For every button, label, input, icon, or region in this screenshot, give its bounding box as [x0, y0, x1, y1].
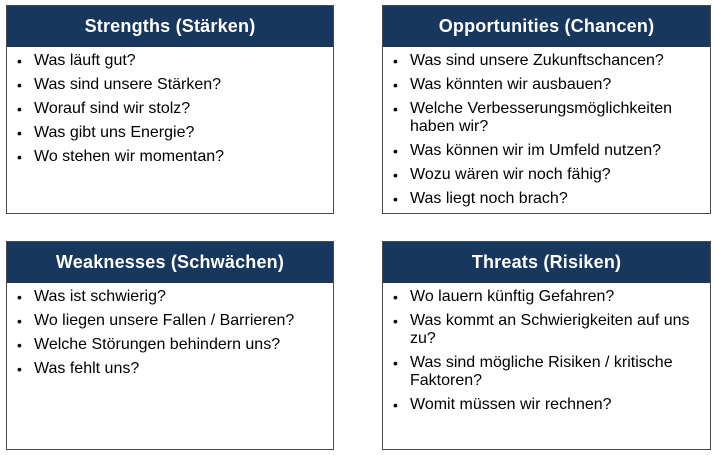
- list-item: • Wo liegen unsere Fallen / Barrieren?: [17, 312, 327, 330]
- list-item-text: Was können wir im Umfeld nutzen?: [410, 142, 662, 159]
- bullet-icon: •: [17, 149, 22, 165]
- list-item: • Was sind mögliche Risiken / kritische F…: [393, 354, 704, 390]
- strengths-title: Strengths (Stärken): [7, 6, 333, 47]
- list-item-text: Was könnten wir ausbauen?: [410, 76, 612, 93]
- list-item-text: Wo lauern künftig Gefahren?: [410, 288, 615, 305]
- bullet-icon: •: [17, 53, 22, 69]
- list-item-text: Was sind mögliche Risiken / kritische Fa…: [410, 354, 673, 389]
- bullet-icon: •: [393, 191, 398, 207]
- weaknesses-title: Weaknesses (Schwächen): [7, 242, 333, 283]
- bullet-icon: •: [17, 313, 22, 329]
- list-item: • Was liegt noch brach?: [393, 190, 704, 208]
- list-item-text: Wo liegen unsere Fallen / Barrieren?: [34, 312, 295, 329]
- bullet-icon: •: [393, 289, 398, 305]
- list-item: • Womit müssen wir rechnen?: [393, 396, 704, 414]
- list-item: • Was läuft gut?: [17, 52, 327, 70]
- strengths-list: • Was läuft gut? • Was sind unsere Stärken…: [7, 47, 333, 166]
- list-item: • Wozu wären wir noch fähig?: [393, 166, 704, 184]
- list-item: • Was ist schwierig?: [17, 288, 327, 306]
- opportunities-card: Opportunities (Chancen) • Was sind unsere…: [382, 5, 711, 214]
- list-item-text: Was fehlt uns?: [34, 360, 140, 377]
- threats-card: Threats (Risiken) • Wo lauern künftig Gef…: [382, 241, 711, 450]
- bullet-icon: •: [393, 397, 398, 413]
- bullet-icon: •: [17, 289, 22, 305]
- list-item-text: Was sind unsere Stärken?: [34, 76, 222, 93]
- list-item-text: Wo stehen wir momentan?: [34, 148, 225, 165]
- bullet-icon: •: [17, 361, 22, 377]
- list-item: • Was gibt uns Energie?: [17, 124, 327, 142]
- weaknesses-list: • Was ist schwierig? • Wo liegen unsere Fa…: [7, 283, 333, 378]
- bullet-icon: •: [393, 313, 398, 329]
- bullet-icon: •: [17, 77, 22, 93]
- bullet-icon: •: [393, 143, 398, 159]
- list-item: • Was sind unsere Zukunftschancen?: [393, 52, 704, 70]
- list-item-text: Welche Verbesserungsmöglichkeiten haben …: [410, 100, 673, 135]
- bullet-icon: •: [393, 355, 398, 371]
- list-item: • Welche Störungen behindern uns?: [17, 336, 327, 354]
- list-item-text: Was liegt noch brach?: [410, 190, 568, 207]
- list-item: • Wo lauern künftig Gefahren?: [393, 288, 704, 306]
- opportunities-list: • Was sind unsere Zukunftschancen? • Was k…: [383, 47, 710, 208]
- list-item: • Worauf sind wir stolz?: [17, 100, 327, 118]
- bullet-icon: •: [393, 167, 398, 183]
- list-item-text: Worauf sind wir stolz?: [34, 100, 191, 117]
- list-item: • Was kommt an Schwierigkeiten auf uns zu…: [393, 312, 704, 348]
- list-item: • Wo stehen wir momentan?: [17, 148, 327, 166]
- list-item: • Was können wir im Umfeld nutzen?: [393, 142, 704, 160]
- bullet-icon: •: [393, 77, 398, 93]
- list-item-text: Was kommt an Schwierigkeiten auf uns zu?: [410, 312, 690, 347]
- bullet-icon: •: [393, 101, 398, 117]
- list-item-text: Welche Störungen behindern uns?: [34, 336, 281, 353]
- list-item-text: Was ist schwierig?: [34, 288, 166, 305]
- threats-list: • Wo lauern künftig Gefahren? • Was kommt …: [383, 283, 710, 414]
- bullet-icon: •: [17, 101, 22, 117]
- opportunities-title: Opportunities (Chancen): [383, 6, 710, 47]
- bullet-icon: •: [393, 53, 398, 69]
- threats-title: Threats (Risiken): [383, 242, 710, 283]
- list-item: • Was könnten wir ausbauen?: [393, 76, 704, 94]
- weaknesses-card: Weaknesses (Schwächen) • Was ist schwieri…: [6, 241, 334, 450]
- list-item: • Welche Verbesserungsmöglichkeiten haben…: [393, 100, 704, 136]
- bullet-icon: •: [17, 337, 22, 353]
- bullet-icon: •: [17, 125, 22, 141]
- strengths-card: Strengths (Stärken) • Was läuft gut? • Was…: [6, 5, 334, 214]
- list-item-text: Womit müssen wir rechnen?: [410, 396, 612, 413]
- list-item: • Was sind unsere Stärken?: [17, 76, 327, 94]
- list-item-text: Was sind unsere Zukunftschancen?: [410, 52, 664, 69]
- list-item-text: Wozu wären wir noch fähig?: [410, 166, 611, 183]
- list-item-text: Was läuft gut?: [34, 52, 136, 69]
- list-item-text: Was gibt uns Energie?: [34, 124, 195, 141]
- list-item: • Was fehlt uns?: [17, 360, 327, 378]
